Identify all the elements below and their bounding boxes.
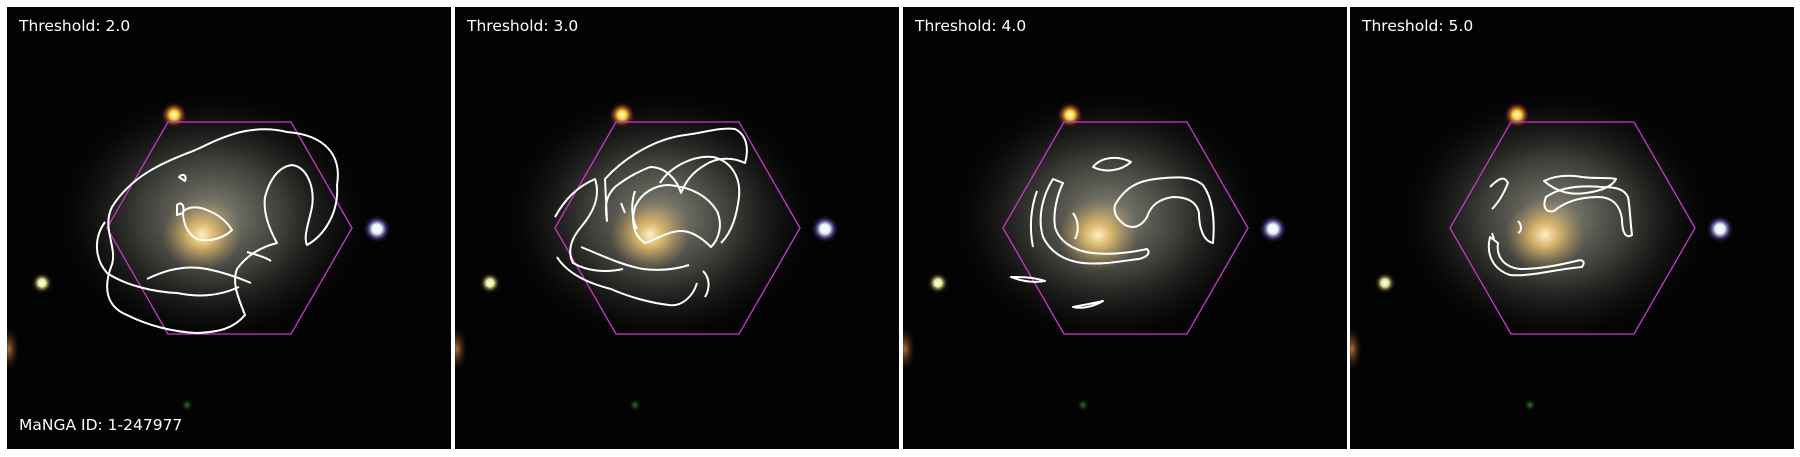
star bbox=[927, 272, 949, 294]
star bbox=[811, 215, 839, 243]
star bbox=[1374, 272, 1396, 294]
contour-lines bbox=[1487, 174, 1633, 277]
star bbox=[31, 272, 53, 294]
star bbox=[609, 102, 635, 128]
star bbox=[479, 272, 501, 294]
ifu-hexagon bbox=[554, 121, 801, 335]
ifu-hexagon bbox=[106, 121, 353, 335]
contour-lines bbox=[1010, 156, 1215, 309]
image-panel-threshold-5: Threshold: 5.0 bbox=[1350, 7, 1794, 449]
image-panel-threshold-3: Threshold: 3.0 bbox=[455, 7, 899, 449]
image-panel-threshold-4: Threshold: 4.0 bbox=[903, 7, 1347, 449]
galaxy-image bbox=[1350, 87, 1734, 411]
panel-title: Threshold: 4.0 bbox=[915, 17, 1027, 35]
panel-title: Threshold: 2.0 bbox=[19, 17, 131, 35]
contour-lines bbox=[96, 128, 339, 334]
star bbox=[1706, 215, 1734, 243]
panel-title: Threshold: 3.0 bbox=[467, 17, 579, 35]
star bbox=[161, 102, 187, 128]
galaxy-image bbox=[455, 87, 839, 411]
galaxy-image bbox=[7, 87, 391, 411]
ifu-hexagon bbox=[1002, 121, 1249, 335]
panel-title: Threshold: 5.0 bbox=[1362, 17, 1474, 35]
manga-id-label: MaNGA ID: 1-247977 bbox=[19, 415, 183, 434]
image-panel-threshold-2: Threshold: 2.0 MaNGA ID: 1-247977 bbox=[7, 7, 451, 449]
galaxy-image bbox=[903, 87, 1287, 411]
star bbox=[1504, 102, 1530, 128]
contour-lines bbox=[554, 127, 748, 307]
star bbox=[1259, 215, 1287, 243]
star bbox=[1057, 102, 1083, 128]
ifu-hexagon bbox=[1449, 121, 1696, 335]
star bbox=[363, 215, 391, 243]
